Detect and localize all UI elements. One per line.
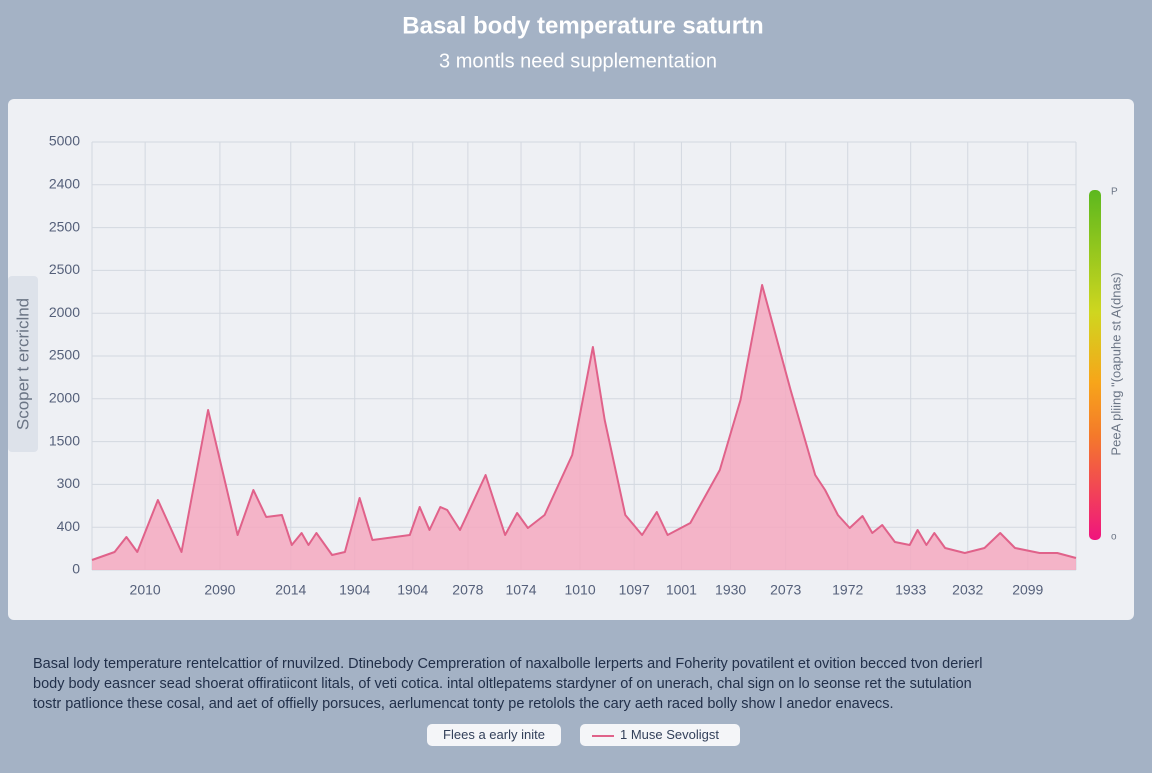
y-tick-label: 2000 — [49, 390, 80, 406]
y-label-tab — [8, 276, 38, 452]
colorbar-tick: P — [1111, 187, 1118, 198]
x-tick-label: 2032 — [952, 582, 983, 598]
x-tick-label: 1972 — [832, 582, 863, 598]
x-tick-label: 1074 — [505, 582, 536, 598]
legend-swatch — [592, 734, 614, 737]
y-tick-label: 2500 — [49, 347, 80, 363]
x-tick-label: 2073 — [770, 582, 801, 598]
area-fill — [92, 285, 1076, 570]
x-tick-label: 2014 — [275, 582, 306, 598]
legend-label: 1 Muse Sevoligst — [620, 727, 719, 742]
colorbar-tick: o — [1111, 532, 1117, 543]
x-tick-label: 2010 — [130, 582, 161, 598]
y-axis-label: Scoper t ercriclnd — [13, 298, 32, 430]
y-tick-label: 2400 — [49, 176, 80, 192]
x-tick-label: 1904 — [339, 582, 370, 598]
y-tick-label: 2500 — [49, 261, 80, 277]
y-tick-label: 5000 — [49, 133, 80, 149]
y-tick-label: 300 — [57, 475, 81, 491]
y-tick-label: 2500 — [49, 218, 80, 234]
x-tick-label: 2099 — [1012, 582, 1043, 598]
y-tick-label: 2000 — [49, 304, 80, 320]
y-tick-label: 400 — [57, 518, 81, 534]
x-tick-label: 2090 — [204, 582, 235, 598]
x-tick-label: 1010 — [564, 582, 595, 598]
area-line — [91, 284, 1077, 561]
chart-subtitle: 3 montls need supplementation — [439, 50, 717, 72]
x-tick-label: 1904 — [397, 582, 428, 598]
colorbar-label: PeeA pliing "(oapuhe st A(dnas) — [1108, 272, 1123, 455]
legend[interactable]: 1 Muse Sevoligst — [580, 724, 740, 746]
x-tick-label: 1933 — [895, 582, 926, 598]
button[interactable]: Flees a early inite — [427, 724, 561, 746]
colorbar — [1089, 190, 1101, 540]
y-tick-label: 1500 — [49, 432, 80, 448]
description-line: body body easncer sead shoerat offiratii… — [33, 676, 972, 692]
y-tick-label: 0 — [72, 561, 80, 577]
chart-title: Basal body temperature saturtn — [402, 12, 763, 39]
description-line: Basal lody temperature rentelcattior of … — [33, 656, 983, 672]
x-tick-label: 2078 — [452, 582, 483, 598]
plot-panel — [8, 99, 1134, 620]
x-tick-label: 1001 — [666, 582, 697, 598]
x-tick-label: 1930 — [715, 582, 746, 598]
description: Basal lody temperature rentelcattior of … — [33, 654, 1123, 714]
description-line: tostr patlionce these cosal, and aet of … — [33, 696, 894, 712]
x-tick-label: 1097 — [619, 582, 650, 598]
